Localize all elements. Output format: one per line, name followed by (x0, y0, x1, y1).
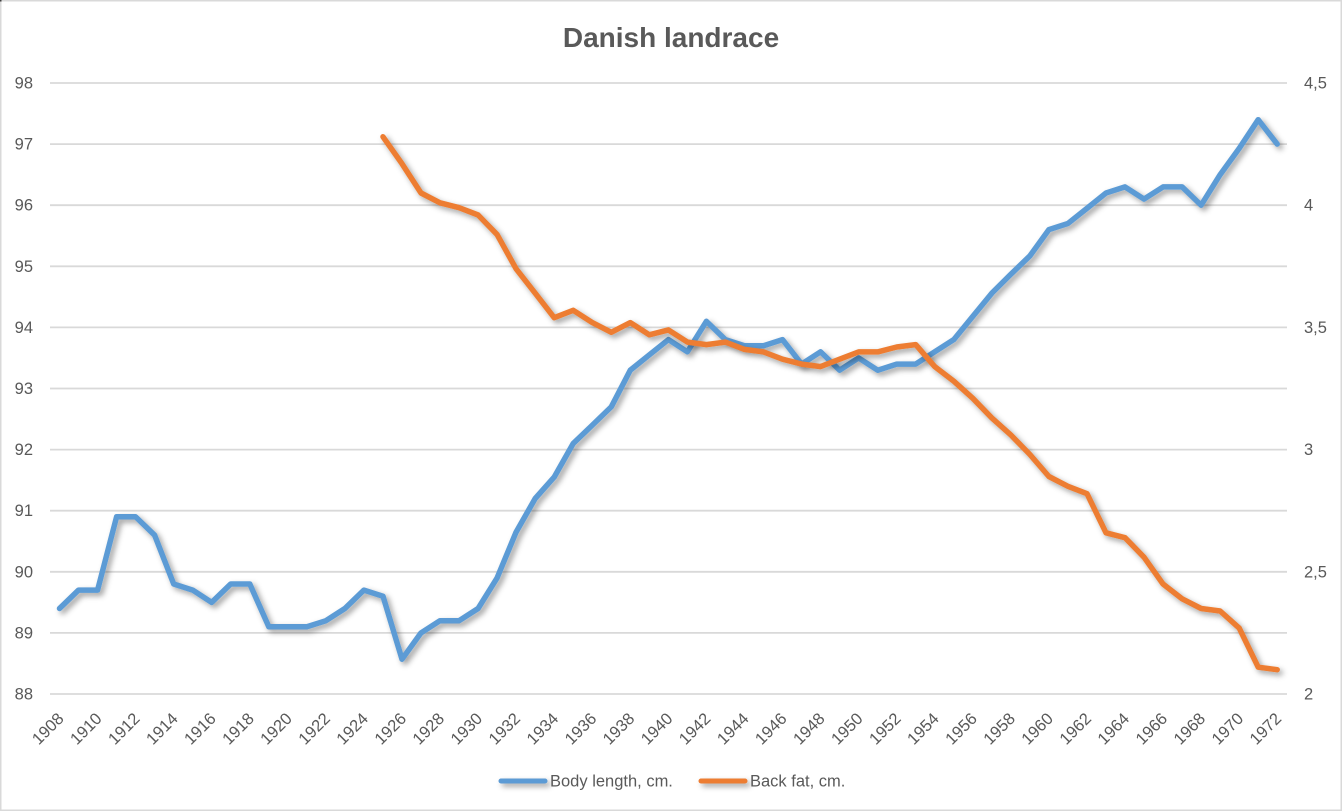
svg-text:90: 90 (15, 563, 33, 581)
svg-text:3: 3 (1304, 441, 1313, 459)
svg-text:2: 2 (1304, 686, 1313, 704)
svg-text:2,5: 2,5 (1304, 563, 1327, 581)
svg-text:92: 92 (15, 441, 33, 459)
svg-text:94: 94 (15, 319, 33, 337)
svg-text:97: 97 (15, 136, 33, 154)
svg-text:96: 96 (15, 197, 33, 215)
svg-text:98: 98 (15, 75, 33, 93)
svg-text:Body length, cm.: Body length, cm. (550, 773, 673, 791)
svg-text:3,5: 3,5 (1304, 319, 1327, 337)
svg-text:95: 95 (15, 258, 33, 276)
svg-text:88: 88 (15, 686, 33, 704)
svg-text:89: 89 (15, 624, 33, 642)
svg-text:4: 4 (1304, 197, 1313, 215)
svg-text:Back fat, cm.: Back fat, cm. (750, 773, 845, 791)
svg-text:91: 91 (15, 502, 33, 520)
svg-text:93: 93 (15, 380, 33, 398)
svg-text:4,5: 4,5 (1304, 75, 1327, 93)
svg-text:Danish landrace: Danish landrace (563, 22, 779, 53)
